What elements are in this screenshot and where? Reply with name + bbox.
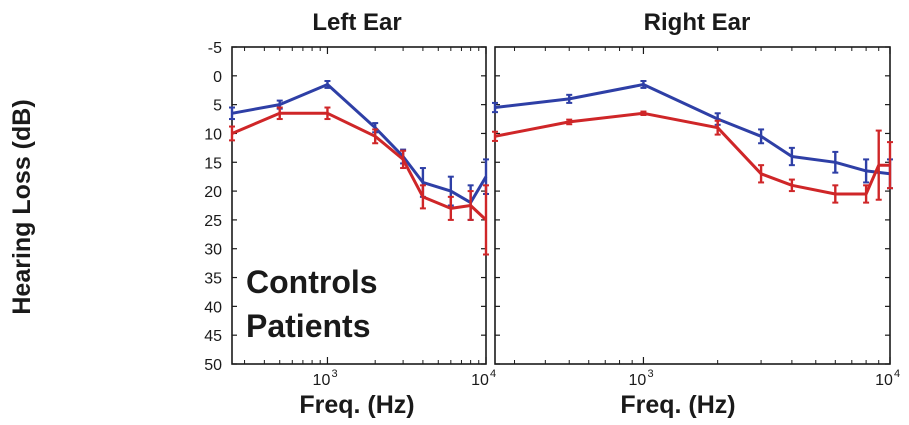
legend: Controls Patients [246,264,378,344]
patients-error-bar [875,129,882,201]
patients-error-bar [714,119,721,136]
patients-error-bar [372,128,379,145]
right-ear-title: Right Ear [644,9,751,36]
y-tick-label: 0 [213,69,222,86]
controls-error-bar [229,106,235,121]
right-series-group [492,80,893,204]
patients-error-bar [863,184,870,204]
controls-line [494,83,891,176]
patients-error-bar [788,178,795,193]
y-tick-label: 35 [204,271,222,288]
legend-controls: Controls [246,264,378,300]
patients-error-bar [566,118,573,126]
x-tick-exponent: 3 [647,368,653,380]
x-tick-exponent: 3 [331,368,337,380]
patients-line [231,111,488,221]
controls-error-bar [758,128,765,145]
y-tick-label: 30 [204,242,222,259]
x-tick-exponent: 4 [490,368,496,380]
controls-error-bar [324,80,331,89]
y-tick-label: 20 [204,184,222,201]
y-tick-label: -5 [208,40,222,57]
y-axis-label: Hearing Loss (dB) [8,99,36,314]
patients-error-bar [887,141,893,190]
patients-error-bar [276,106,283,121]
y-tick-label: 5 [213,98,222,115]
patients-line [494,111,890,196]
controls-error-bar [566,93,573,104]
y-tick-label: 45 [204,328,222,345]
y-tick-label: 15 [204,155,222,172]
y-tick-label: 50 [204,357,222,374]
y-tick-label: 25 [204,213,222,230]
left-ear-panel: Left Ear Hearing Loss (dB) Freq. (Hz) -5… [8,9,496,419]
patients-error-bar [229,125,235,142]
patients-error-bar [324,106,331,121]
patients-error-bar [419,184,426,210]
patients-error-bar [758,164,765,184]
legend-patients: Patients [246,308,370,344]
controls-error-bar [492,101,498,114]
x-tick-label: 10 [313,372,331,389]
left-series-group [229,80,489,256]
patients-error-bar [447,195,454,221]
patients-error-bar [640,110,647,117]
y-tick-label: 40 [204,299,222,316]
controls-error-bar [832,150,839,174]
x-tick-label: 10 [629,372,647,389]
right-plot-frame [494,46,891,365]
x-tick-exponent: 4 [894,368,900,380]
right-x-axis-label: Freq. (Hz) [620,391,735,419]
left-x-axis-label: Freq. (Hz) [299,391,414,419]
y-tick-label: 10 [204,126,222,143]
controls-error-bar [640,80,647,89]
x-tick-label: 10 [875,372,893,389]
patients-error-bar [467,190,474,221]
patients-error-bar [483,184,489,256]
patients-error-bar [400,149,407,170]
right-axis-ticks: 10 3 10 4 [495,46,900,389]
controls-line [231,83,488,205]
patients-error-bar [492,130,498,142]
left-ear-title: Left Ear [312,9,401,36]
patients-error-bar [832,184,839,204]
x-tick-label: 10 [471,372,489,389]
controls-error-bar [788,146,795,167]
right-ear-panel: Right Ear Freq. (Hz) 10 3 10 4 [492,9,900,419]
controls-error-bar [863,158,870,184]
